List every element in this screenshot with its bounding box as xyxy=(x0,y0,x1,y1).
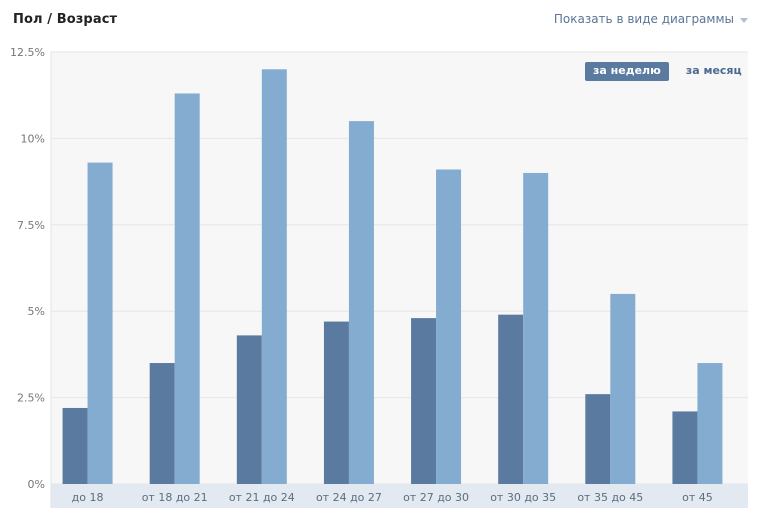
x-tick-label: от 30 до 35 xyxy=(490,491,556,504)
bar-light-6 xyxy=(610,293,636,484)
bar-dark-6 xyxy=(585,394,611,484)
view-mode-label: Показать в виде диаграммы xyxy=(553,12,734,26)
view-mode-dropdown[interactable]: Показать в виде диаграммы xyxy=(554,12,748,26)
x-tick-label: до 18 xyxy=(72,491,104,504)
period-tabs: за неделю за месяц xyxy=(585,62,750,81)
bar-dark-4 xyxy=(411,318,437,484)
bar-light-0 xyxy=(87,162,113,485)
bar-light-4 xyxy=(436,169,462,484)
tab-month[interactable]: за месяц xyxy=(685,64,742,77)
x-tick-label: от 27 до 30 xyxy=(403,491,469,504)
bar-dark-2 xyxy=(236,335,262,484)
y-tick-label: 2.5% xyxy=(17,392,45,405)
bar-dark-1 xyxy=(149,363,175,484)
y-tick-label: 5% xyxy=(28,305,45,318)
y-tick-label: 10% xyxy=(21,132,45,145)
y-tick-label: 0% xyxy=(28,478,45,491)
y-tick-label: 7.5% xyxy=(17,219,45,232)
tab-week[interactable]: за неделю xyxy=(585,62,669,81)
x-tick-label: от 18 до 21 xyxy=(142,491,208,504)
x-tick-label: от 24 до 27 xyxy=(316,491,382,504)
x-tick-label: от 35 до 45 xyxy=(577,491,643,504)
bar-light-5 xyxy=(523,172,549,484)
bar-dark-7 xyxy=(672,411,698,484)
bar-dark-3 xyxy=(323,321,349,484)
y-tick-label: 12.5% xyxy=(10,46,45,59)
x-axis-band xyxy=(51,484,748,508)
bar-light-2 xyxy=(261,69,287,484)
bar-light-7 xyxy=(697,363,723,484)
bar-dark-0 xyxy=(62,407,88,484)
bar-dark-5 xyxy=(498,314,524,484)
x-tick-label: от 45 xyxy=(682,491,713,504)
bar-light-3 xyxy=(348,121,374,485)
bar-light-1 xyxy=(174,93,200,485)
chevron-down-icon xyxy=(740,17,748,23)
chart-section-title: Пол / Возраст xyxy=(13,12,118,27)
x-tick-label: от 21 до 24 xyxy=(229,491,295,504)
